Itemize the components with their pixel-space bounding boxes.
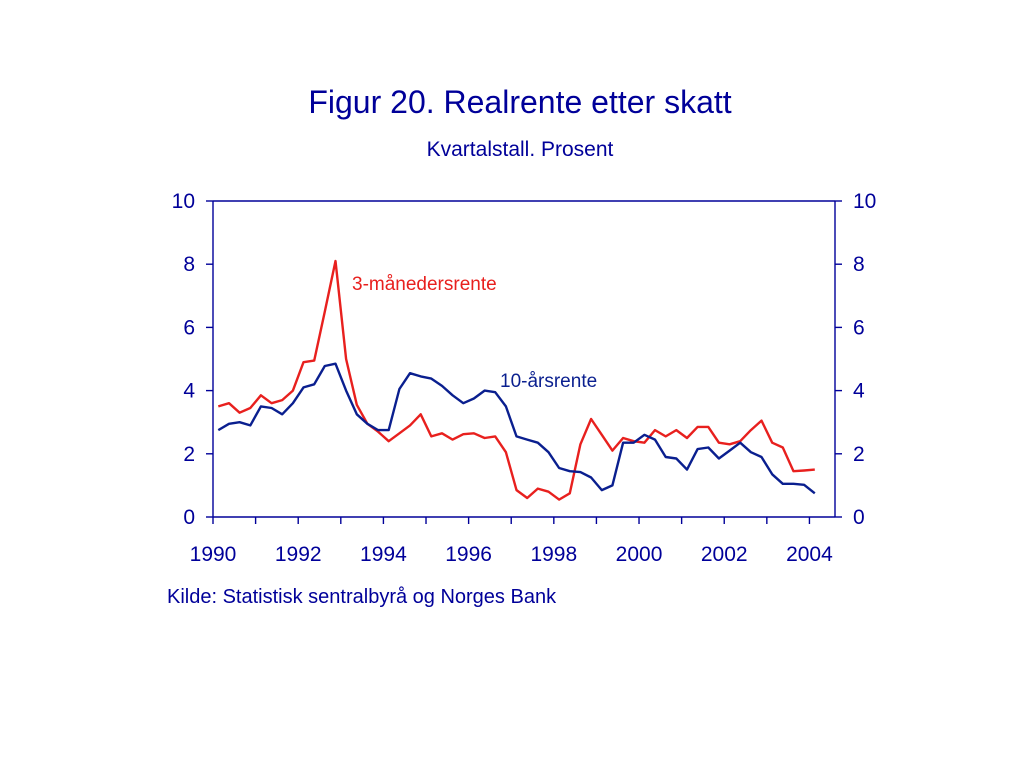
y-tick-label-right: 6 <box>853 316 865 339</box>
series-label-10y: 10-årsrente <box>500 371 597 392</box>
chart-labels: 0 0 2 2 4 4 6 6 8 8 10 10 1990 1992 1994 1996 1998 2000 20… <box>172 190 877 566</box>
x-tick-label: 2004 <box>786 543 833 566</box>
y-tick-label-left: 2 <box>183 443 195 466</box>
series-line-10y <box>217 362 816 495</box>
x-tick-label: 2002 <box>701 543 748 566</box>
x-tick-label: 1998 <box>530 543 577 566</box>
x-tick-label: 2000 <box>616 543 663 566</box>
series-line-3m <box>217 259 815 501</box>
chart-subtitle: Kvartalstall. Prosent <box>426 138 614 161</box>
y-tick-label-right: 0 <box>853 506 865 529</box>
chart-source: Kilde: Statistisk sentralbyrå og Norges … <box>167 586 557 608</box>
x-tick-label: 1990 <box>190 543 237 566</box>
x-tick-label: 1996 <box>445 543 492 566</box>
y-tick-label-left: 6 <box>183 316 195 339</box>
y-tick-label-right: 4 <box>853 380 865 403</box>
series-label-3m: 3-månedersrente <box>352 274 497 295</box>
y-tick-label-right: 8 <box>853 253 865 276</box>
chart-series <box>217 259 816 501</box>
x-tick-label: 1994 <box>360 543 407 566</box>
x-tick-label: 1992 <box>275 543 322 566</box>
y-tick-label-left: 10 <box>172 190 195 213</box>
chart-title: Figur 20. Realrente etter skatt <box>308 84 732 120</box>
y-tick-label-right: 2 <box>853 443 865 466</box>
y-tick-label-left: 4 <box>183 380 195 403</box>
chart-axes <box>206 200 842 524</box>
y-tick-label-left: 0 <box>183 506 195 529</box>
y-tick-label-left: 8 <box>183 253 195 276</box>
y-tick-label-right: 10 <box>853 190 876 213</box>
